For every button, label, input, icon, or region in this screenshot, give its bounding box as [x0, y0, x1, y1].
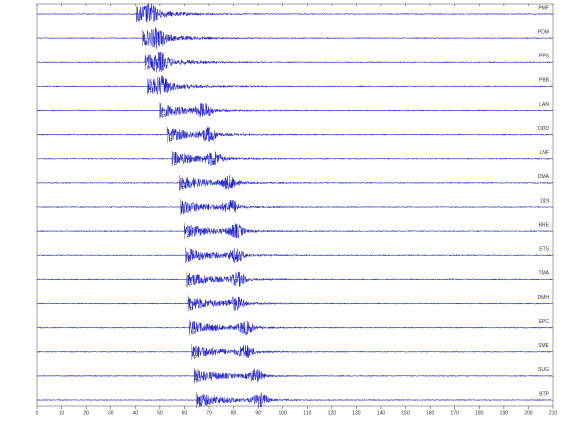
- x-tick-label: 90: [255, 410, 261, 416]
- x-tick-label: 200: [524, 410, 533, 416]
- phase-label: P: [199, 403, 203, 409]
- station-name: DDD: [538, 126, 549, 132]
- phase-label: P: [139, 17, 143, 23]
- station-name: LAN: [539, 102, 549, 108]
- station-name: SUG: [538, 367, 549, 373]
- waveform: [36, 126, 553, 142]
- waveform: [36, 392, 553, 408]
- waveform: [36, 51, 553, 73]
- waveform: [36, 151, 553, 167]
- x-tick-label: 150: [401, 410, 410, 416]
- x-tick-label: 170: [451, 410, 460, 416]
- station-name: PMF: [538, 5, 549, 11]
- waveform: [36, 223, 553, 239]
- waveform: [36, 271, 553, 287]
- station-name: DMA: [538, 174, 550, 180]
- x-tick-label: 80: [231, 410, 237, 416]
- station-name: PBB: [539, 78, 550, 84]
- station-name: EPC: [539, 319, 550, 325]
- x-tick-label: 140: [377, 410, 386, 416]
- x-tick-label: 30: [108, 410, 114, 416]
- waveform: [36, 368, 553, 382]
- x-tick-label: 70: [206, 410, 212, 416]
- station-name: BTP: [539, 391, 549, 397]
- phase-label: P: [150, 90, 154, 96]
- station-name: DDI: [540, 198, 549, 204]
- waveform: [36, 103, 553, 118]
- x-tick-label: 180: [475, 410, 484, 416]
- waveform: [37, 174, 553, 190]
- waveform: [36, 75, 553, 95]
- x-tick-label: 120: [328, 410, 337, 416]
- x-tick-label: 210: [549, 410, 558, 416]
- phase-label: P: [189, 283, 193, 289]
- waveform: [36, 344, 553, 359]
- station-name: TMA: [538, 271, 549, 277]
- station-name: BRE: [539, 222, 550, 228]
- waveform: [37, 248, 553, 263]
- station-name: LNF: [540, 150, 549, 156]
- x-tick-label: 190: [500, 410, 509, 416]
- phase-label: P: [191, 331, 195, 337]
- phase-label: P: [145, 41, 149, 47]
- station-name: PDM: [538, 29, 549, 35]
- waveform: [36, 320, 553, 336]
- waveform: [36, 199, 553, 214]
- x-tick-label: 100: [279, 410, 288, 416]
- phase-label: P: [174, 162, 178, 168]
- x-tick-label: 160: [426, 410, 435, 416]
- phase-label: P: [162, 114, 166, 120]
- phase-label: P: [190, 307, 194, 313]
- x-tick-label: 130: [352, 410, 361, 416]
- phase-label: P: [186, 234, 190, 240]
- phase-label: P: [183, 210, 187, 216]
- station-name: ETS: [539, 247, 549, 253]
- phase-label: P: [188, 259, 192, 265]
- x-tick-label: 20: [83, 410, 89, 416]
- station-name: PPS: [539, 54, 550, 60]
- x-tick-label: 110: [303, 410, 311, 416]
- x-tick-label: 50: [157, 410, 163, 416]
- phase-label: P: [169, 138, 173, 144]
- phase-label: P: [147, 66, 151, 72]
- station-name: SME: [538, 343, 550, 349]
- waveform: [36, 295, 553, 311]
- phase-label: P: [194, 355, 198, 361]
- plot-frame: [36, 3, 554, 407]
- x-tick-label: 0: [36, 410, 39, 416]
- x-tick-label: 60: [182, 410, 188, 416]
- phase-label: P: [196, 379, 200, 385]
- waveform: [36, 27, 553, 49]
- x-tick-label: 40: [133, 410, 139, 416]
- phase-label: P: [182, 186, 186, 192]
- station-name: DMH: [538, 295, 550, 301]
- x-tick-label: 10: [59, 410, 65, 416]
- waveform: [36, 3, 553, 23]
